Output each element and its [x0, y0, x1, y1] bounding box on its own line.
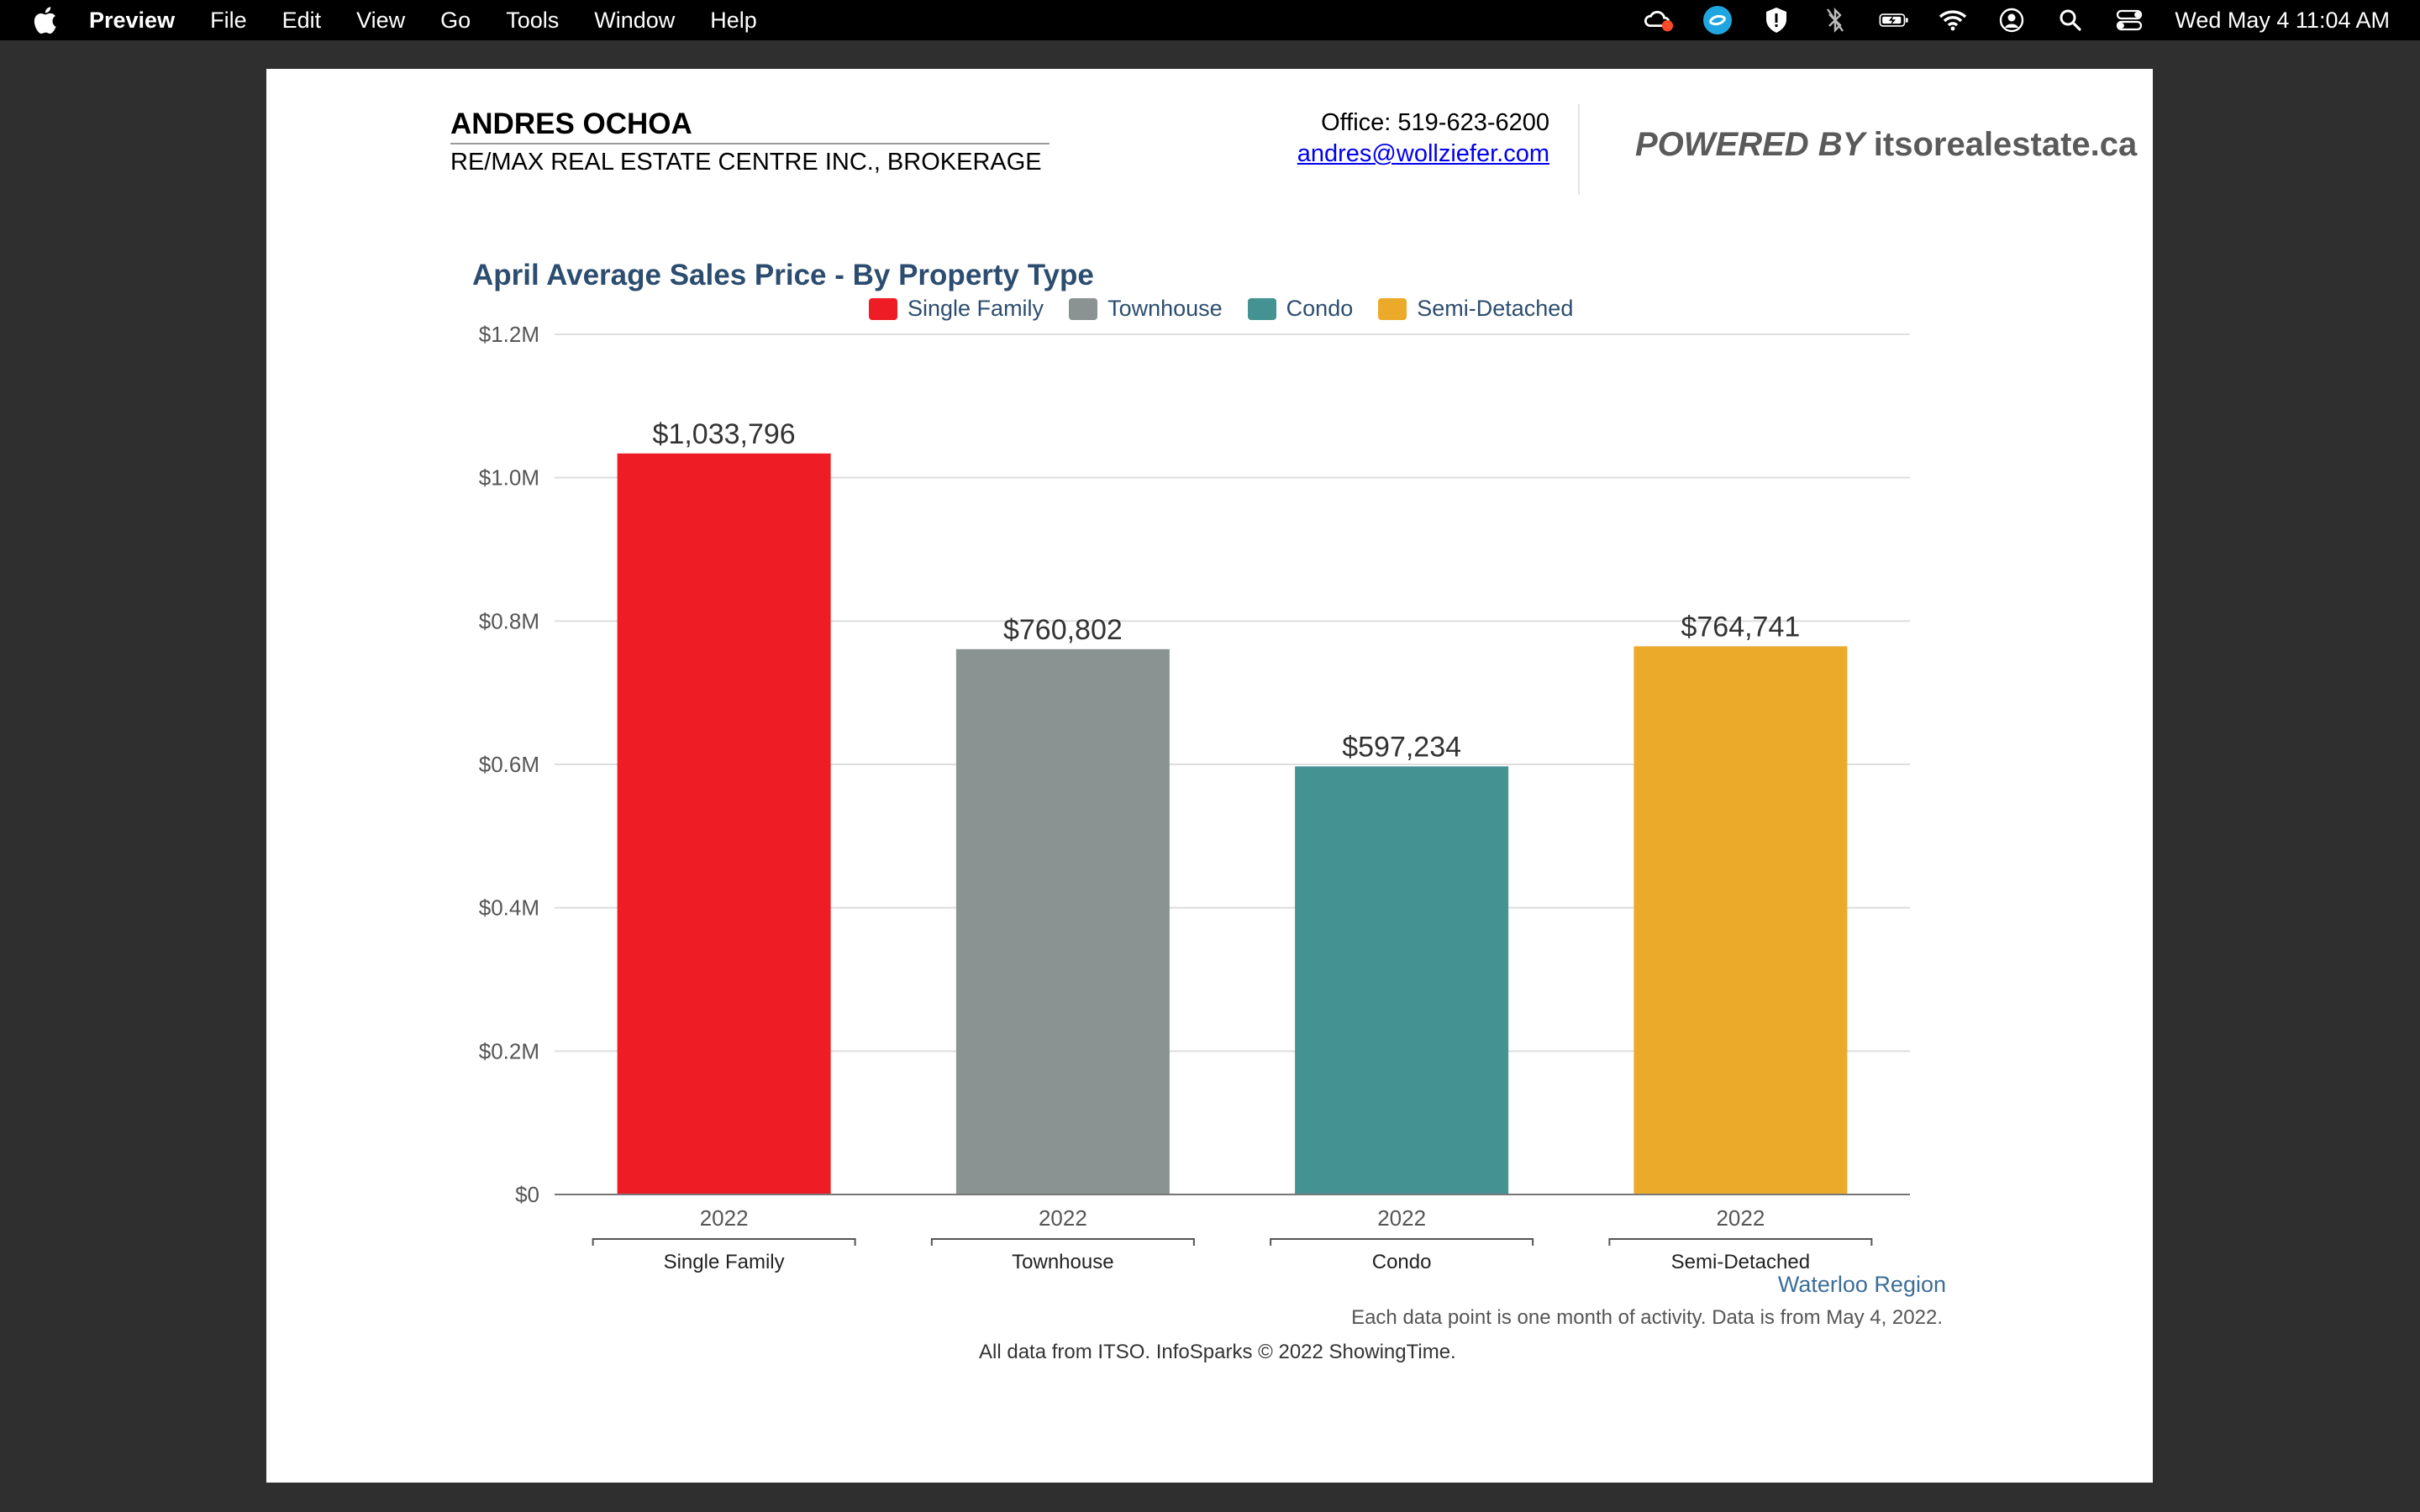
y-tick-label: $0 [515, 1182, 539, 1207]
legend-item-condo[interactable]: Condo [1247, 296, 1354, 322]
header-divider [450, 143, 1050, 144]
vpn-shield-icon[interactable] [1761, 5, 1791, 35]
bluetooth-icon[interactable] [1820, 5, 1850, 35]
apple-menu-icon[interactable] [32, 6, 57, 34]
bar-chart: $0 $0.2M $0.4M $0.6M $0.8M $1.0M $1.2M $1,033,7… [479, 322, 1910, 1273]
legend-swatch [1378, 297, 1407, 320]
x-tick-label: 2022 [1377, 1205, 1426, 1231]
legend-label: Single Family [908, 296, 1044, 321]
legend-item-semi-detached[interactable]: Semi-Detached [1378, 296, 1573, 322]
menu-bar-clock[interactable]: Wed May 4 11:04 AM [2175, 7, 2390, 33]
x-tick-label: 2022 [700, 1205, 749, 1231]
y-tick-label: $0.8M [479, 608, 539, 633]
legend-swatch [1247, 297, 1276, 320]
menu-file[interactable]: File [210, 7, 247, 33]
powered-by-logo: POWERED BY itsorealestate.ca [1635, 126, 2137, 164]
menu-go[interactable]: Go [440, 7, 471, 33]
header-vertical-divider [1578, 104, 1580, 195]
legend-swatch [1069, 297, 1098, 320]
y-tick-label: $0.2M [479, 1038, 539, 1063]
powered-by-text: POWERED BY [1635, 126, 1865, 163]
chart-legend: Single Family Townhouse Condo Semi-Detac… [869, 296, 1598, 322]
spotlight-search-icon[interactable] [2055, 5, 2086, 35]
legend-item-single-family[interactable]: Single Family [869, 296, 1044, 322]
copyright-note: All data from ITSO. InfoSparks © 2022 Sh… [979, 1341, 1456, 1363]
powered-by-site: itsorealestate.ca [1873, 126, 2138, 163]
menu-help[interactable]: Help [710, 7, 757, 33]
user-account-icon[interactable] [1996, 5, 2027, 35]
menu-tools[interactable]: Tools [506, 7, 560, 33]
sync-app-icon[interactable] [1702, 5, 1733, 35]
category-bracket [592, 1238, 856, 1246]
category-bracket [930, 1238, 1195, 1246]
data-footnote: Each data point is one month of activity… [1351, 1306, 1943, 1329]
legend-item-townhouse[interactable]: Townhouse [1069, 296, 1223, 322]
creative-cloud-icon[interactable] [1644, 5, 1674, 35]
office-phone: Office: 519-623-6200 [1321, 109, 1549, 136]
legend-label: Semi-Detached [1417, 296, 1574, 321]
category-label: Single Family [664, 1251, 785, 1273]
data-label: $597,234 [1342, 731, 1461, 763]
data-label: $1,033,796 [653, 418, 796, 450]
chart-title: April Average Sales Price - By Property … [472, 259, 1094, 291]
menu-window[interactable]: Window [594, 7, 676, 33]
x-tick-label: 2022 [1716, 1205, 1765, 1231]
data-label: $764,741 [1681, 611, 1800, 643]
menu-bar: Preview File Edit View Go Tools Window H… [0, 0, 2420, 40]
menu-edit[interactable]: Edit [281, 7, 322, 33]
region-label: Waterloo Region [1777, 1272, 1946, 1297]
menu-view[interactable]: View [356, 7, 406, 33]
control-center-icon[interactable] [2114, 5, 2144, 35]
category-bracket [1608, 1238, 1873, 1246]
category-label: Semi-Detached [1671, 1251, 1810, 1273]
bar-condo [1295, 766, 1509, 1194]
wifi-icon[interactable] [1938, 5, 1968, 35]
status-area: Wed May 4 11:04 AM [1644, 0, 2390, 40]
bar-single-family [617, 453, 831, 1194]
legend-label: Townhouse [1107, 296, 1223, 321]
battery-icon[interactable] [1879, 5, 1909, 35]
bar-townhouse [955, 648, 1170, 1194]
bar-semi-detached [1634, 646, 1848, 1194]
legend-swatch [869, 297, 897, 320]
menu-app-preview[interactable]: Preview [89, 7, 176, 33]
category-bracket [1270, 1238, 1534, 1246]
category-label: Condo [1372, 1251, 1432, 1273]
y-tick-label: $1.2M [479, 322, 539, 347]
x-tick-label: 2022 [1039, 1205, 1087, 1231]
brokerage-name: RE/MAX REAL ESTATE CENTRE INC., BROKERAG… [450, 149, 1042, 176]
y-tick-label: $1.0M [479, 465, 539, 491]
y-tick-label: $0.4M [479, 895, 539, 921]
agent-name: ANDRES OCHOA [450, 108, 692, 140]
category-label: Townhouse [1012, 1251, 1113, 1273]
legend-label: Condo [1286, 296, 1354, 321]
y-tick-label: $0.6M [479, 752, 539, 777]
data-label: $760,802 [1003, 614, 1123, 646]
document-page: ANDRES OCHOA RE/MAX REAL ESTATE CENTRE I… [266, 69, 2153, 1483]
agent-email-link[interactable]: andres@wollziefer.com [1297, 140, 1549, 167]
